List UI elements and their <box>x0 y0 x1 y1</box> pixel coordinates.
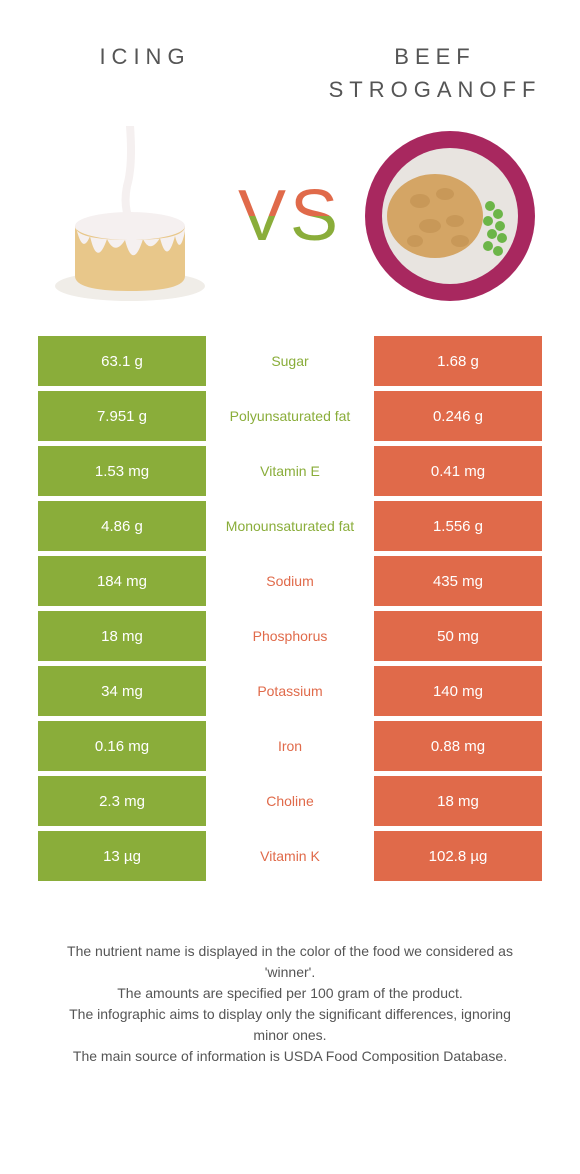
cell-left-value: 7.951 g <box>38 391 206 441</box>
cell-left-value: 18 mg <box>38 611 206 661</box>
footer-line: The nutrient name is displayed in the co… <box>50 941 530 983</box>
table-row: 7.951 gPolyunsaturated fat0.246 g <box>38 391 542 441</box>
cell-nutrient-label: Iron <box>206 721 374 771</box>
footer-notes: The nutrient name is displayed in the co… <box>0 881 580 1067</box>
cell-left-value: 63.1 g <box>38 336 206 386</box>
table-row: 4.86 gMonounsaturated fat1.556 g <box>38 501 542 551</box>
table-row: 63.1 gSugar1.68 g <box>38 336 542 386</box>
cell-right-value: 435 mg <box>374 556 542 606</box>
cell-right-value: 1.68 g <box>374 336 542 386</box>
cell-nutrient-label: Vitamin E <box>206 446 374 496</box>
cell-left-value: 184 mg <box>38 556 206 606</box>
cell-right-value: 102.8 µg <box>374 831 542 881</box>
table-row: 13 µgVitamin K102.8 µg <box>38 831 542 881</box>
cell-nutrient-label: Choline <box>206 776 374 826</box>
stroganoff-image <box>350 126 550 306</box>
table-row: 34 mgPotassium140 mg <box>38 666 542 716</box>
footer-line: The main source of information is USDA F… <box>50 1046 530 1067</box>
cell-left-value: 4.86 g <box>38 501 206 551</box>
cell-right-value: 1.556 g <box>374 501 542 551</box>
footer-line: The amounts are specified per 100 gram o… <box>50 983 530 1004</box>
cell-right-value: 18 mg <box>374 776 542 826</box>
cell-nutrient-label: Monounsaturated fat <box>206 501 374 551</box>
titles-row: Icing Beef Stroganoff <box>0 0 580 106</box>
cell-left-value: 1.53 mg <box>38 446 206 496</box>
title-right: Beef Stroganoff <box>290 40 580 106</box>
cell-nutrient-label: Sodium <box>206 556 374 606</box>
table-row: 2.3 mgCholine18 mg <box>38 776 542 826</box>
table-row: 18 mgPhosphorus50 mg <box>38 611 542 661</box>
vs-label: VS <box>238 175 342 257</box>
cell-right-value: 0.88 mg <box>374 721 542 771</box>
cell-right-value: 140 mg <box>374 666 542 716</box>
cell-nutrient-label: Polyunsaturated fat <box>206 391 374 441</box>
table-row: 1.53 mgVitamin E0.41 mg <box>38 446 542 496</box>
cell-left-value: 0.16 mg <box>38 721 206 771</box>
cell-nutrient-label: Phosphorus <box>206 611 374 661</box>
cake-icon <box>45 126 215 306</box>
cell-left-value: 2.3 mg <box>38 776 206 826</box>
footer-line: The infographic aims to display only the… <box>50 1004 530 1046</box>
icing-image <box>30 126 230 306</box>
comparison-table: 63.1 gSugar1.68 g7.951 gPolyunsaturated … <box>0 336 580 881</box>
cell-left-value: 34 mg <box>38 666 206 716</box>
cell-right-value: 50 mg <box>374 611 542 661</box>
table-row: 184 mgSodium435 mg <box>38 556 542 606</box>
cell-nutrient-label: Sugar <box>206 336 374 386</box>
cell-nutrient-label: Potassium <box>206 666 374 716</box>
images-row: VS <box>0 106 580 336</box>
cell-left-value: 13 µg <box>38 831 206 881</box>
title-left: Icing <box>0 40 290 106</box>
cell-right-value: 0.41 mg <box>374 446 542 496</box>
cell-right-value: 0.246 g <box>374 391 542 441</box>
cell-nutrient-label: Vitamin K <box>206 831 374 881</box>
table-row: 0.16 mgIron0.88 mg <box>38 721 542 771</box>
plate-icon <box>360 126 540 306</box>
